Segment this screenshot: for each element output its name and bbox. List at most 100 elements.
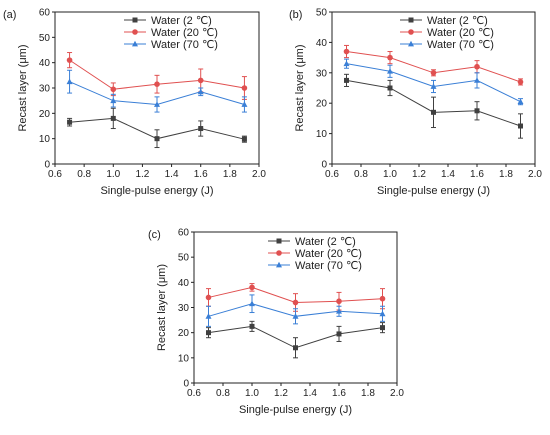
data-point: [110, 115, 116, 121]
y-tick-label: 20: [39, 109, 51, 120]
legend-marker: [408, 29, 414, 35]
y-tick-label: 20: [316, 99, 328, 110]
x-tick-label: 2.0: [252, 169, 266, 180]
data-point: [241, 101, 248, 107]
series-2: [205, 283, 386, 312]
x-tick-label: 0.8: [354, 169, 368, 180]
x-tick-label: 1.6: [470, 169, 484, 180]
legend-marker: [132, 17, 138, 23]
data-point: [430, 83, 437, 89]
data-point: [379, 310, 386, 317]
series-1: [344, 73, 523, 139]
legend-marker: [276, 261, 282, 268]
series-2: [343, 44, 524, 86]
legend: Water (2 ℃)Water (20 ℃)Water (70 ℃): [124, 15, 218, 51]
data-point: [343, 48, 350, 55]
data-point: [343, 60, 350, 67]
legend-marker: [132, 40, 138, 47]
data-point: [387, 85, 393, 91]
legend-label: Water (20 ℃): [427, 27, 494, 39]
x-axis-title: Single-pulse energy (J): [100, 185, 213, 197]
data-point: [379, 295, 386, 302]
y-tick-label: 10: [316, 129, 328, 140]
legend-label: Water (2 ℃): [151, 15, 212, 27]
y-tick-label: 40: [316, 38, 328, 49]
data-point: [110, 86, 117, 93]
data-point: [206, 330, 211, 336]
x-tick-label: 1.4: [441, 169, 455, 180]
data-point: [336, 298, 342, 305]
series-3: [343, 58, 524, 106]
legend-marker: [408, 17, 414, 23]
series-1: [206, 320, 385, 359]
data-point: [198, 126, 204, 132]
y-tick-label: 50: [39, 33, 51, 44]
chart-panel-1: (a) 0.6 0.8 1.0 1.2 1.4 1.6 1.8 2.0 0 10 20 30 40 50 60…: [3, 8, 266, 198]
legend-marker: [276, 238, 282, 244]
data-point: [197, 88, 204, 95]
legend-label: Water (20 ℃): [295, 248, 362, 260]
data-point: [474, 77, 480, 83]
legend-label: Water (70 ℃): [151, 39, 218, 51]
data-point: [205, 313, 212, 319]
series-1: [67, 107, 247, 149]
legend-marker: [132, 29, 138, 35]
x-tick-label: 1.2: [274, 388, 288, 399]
legend-label: Water (20 ℃): [151, 27, 218, 39]
legend-label: Water (2 ℃): [295, 236, 356, 248]
y-tick-label: 10: [39, 134, 51, 145]
x-tick-label: 1.0: [383, 169, 397, 180]
data-point: [66, 78, 73, 85]
data-point: [517, 98, 524, 105]
y-tick-label: 50: [316, 8, 328, 19]
data-point: [241, 85, 248, 91]
chart-panel-2: (b) 0.6 0.8 1.0 1.2 1.4 1.6 1.8 2.0 0 10 20 30 40 50 Si…: [289, 8, 542, 198]
data-point: [380, 325, 385, 331]
x-tick-label: 0.6: [48, 169, 62, 180]
x-tick-label: 2.0: [390, 388, 404, 399]
x-tick-label: 0.6: [187, 388, 201, 399]
chart-panel-3: (c) 0.6 0.8 1.0 1.2 1.4 1.6 1.8 2.0 0 10 20 30 40 50 60…: [148, 228, 404, 417]
y-axis-title: Recast layer (μm): [294, 44, 306, 131]
x-tick-label: 1.6: [194, 169, 208, 180]
data-point: [336, 331, 342, 337]
y-tick-label: 40: [39, 58, 51, 69]
data-point: [154, 101, 160, 107]
series-3: [205, 294, 386, 327]
data-point: [344, 77, 349, 83]
data-point: [292, 299, 299, 306]
y-tick-label: 30: [39, 84, 51, 95]
legend-label: Water (2 ℃): [427, 15, 488, 27]
data-point: [431, 109, 436, 115]
y-tick-label: 0: [321, 160, 327, 171]
x-axis-title: Single-pulse energy (J): [239, 404, 352, 416]
data-point: [67, 119, 73, 125]
data-point: [249, 323, 255, 329]
data-point: [387, 54, 393, 61]
y-tick-label: 50: [178, 253, 190, 264]
x-tick-label: 1.4: [303, 388, 317, 399]
data-point: [292, 313, 299, 319]
x-axis-title: Single-pulse energy (J): [377, 185, 490, 197]
data-point: [474, 63, 480, 70]
data-point: [293, 345, 298, 351]
data-point: [518, 123, 523, 129]
series-3: [66, 69, 248, 113]
legend-label: Water (70 ℃): [427, 39, 494, 51]
y-tick-label: 0: [44, 160, 50, 171]
data-point: [154, 81, 160, 87]
y-tick-label: 60: [178, 228, 190, 239]
y-axis-title: Recast layer (μm): [156, 264, 168, 351]
data-point: [241, 136, 247, 142]
data-point: [336, 308, 342, 314]
data-point: [66, 57, 73, 63]
series-2: [66, 52, 248, 100]
x-tick-label: 2.0: [528, 169, 542, 180]
panel-letter: (c): [148, 229, 161, 241]
legend: Water (2 ℃)Water (20 ℃)Water (70 ℃): [400, 15, 494, 51]
legend-marker: [276, 250, 282, 256]
x-tick-label: 1.2: [135, 169, 149, 180]
y-axis-title: Recast layer (μm): [17, 44, 29, 131]
data-point: [249, 284, 255, 291]
